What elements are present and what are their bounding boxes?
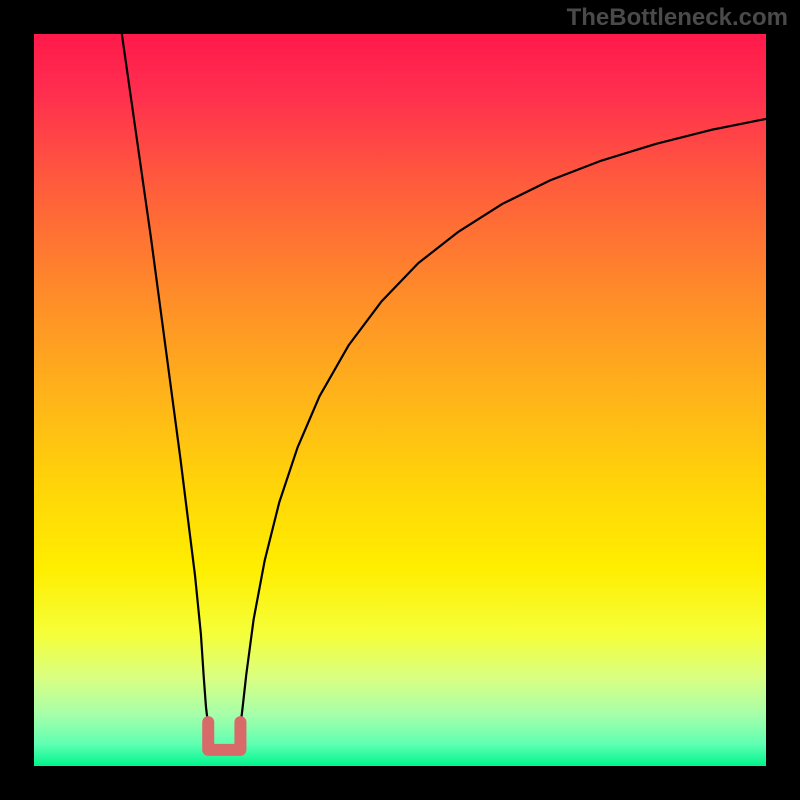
bottleneck-curve-left — [122, 34, 208, 726]
plot-area — [34, 34, 766, 766]
outer-frame: TheBottleneck.com — [0, 0, 800, 800]
watermark-text: TheBottleneck.com — [567, 4, 788, 32]
bottleneck-curve-right — [240, 119, 766, 726]
optimal-range-marker — [208, 722, 240, 750]
plot-svg — [34, 34, 766, 766]
